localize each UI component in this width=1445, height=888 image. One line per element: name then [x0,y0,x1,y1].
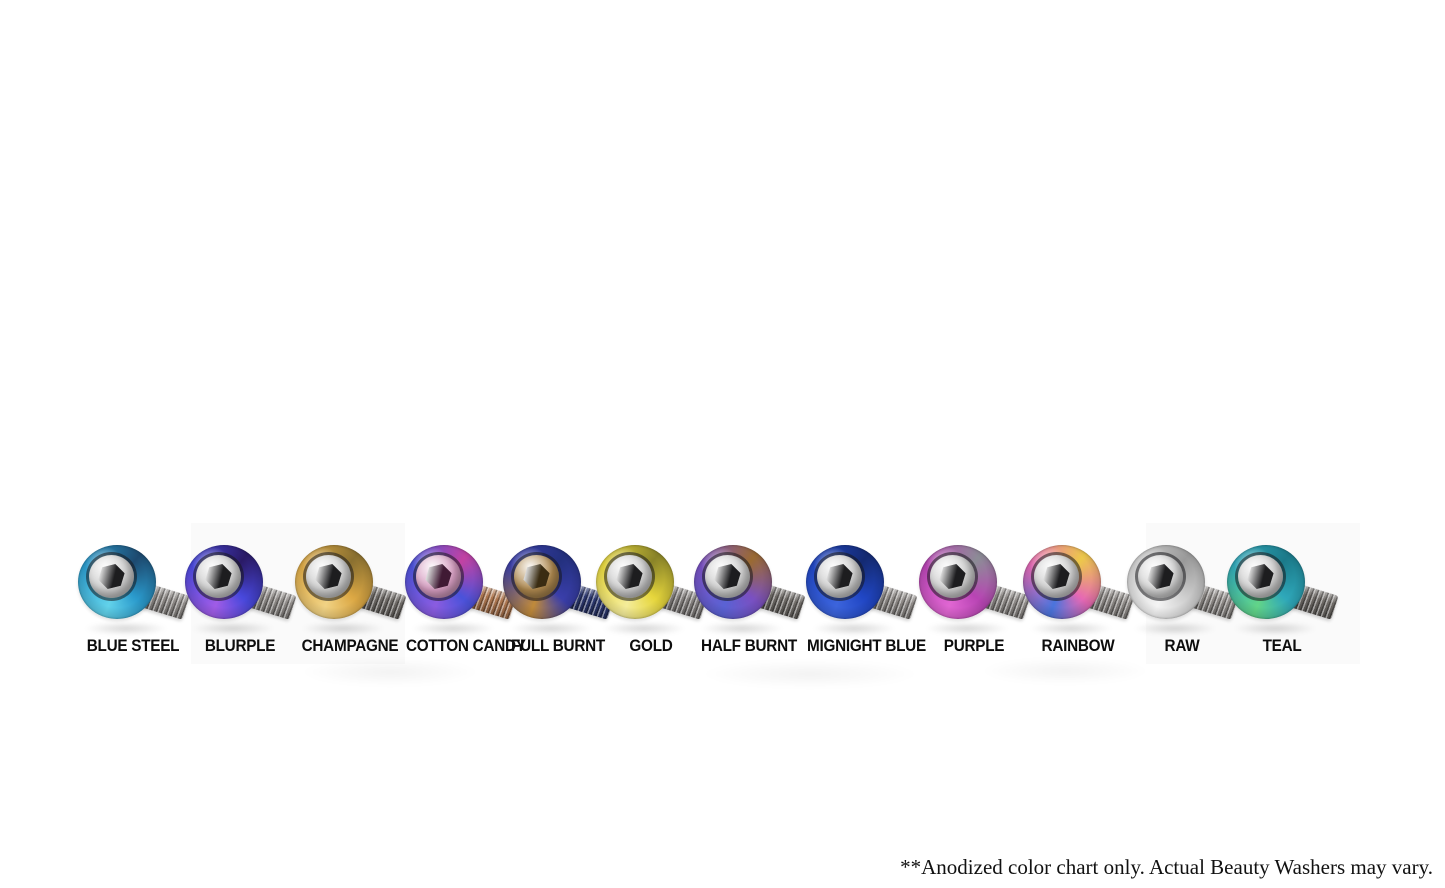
bolt-drop-shadow [813,622,895,635]
color-label: FULL BURNT [511,636,605,655]
bolt-anodized-head [806,545,884,619]
color-swatch: HALF BURNT [689,540,809,666]
bolt-socket-washer [1238,555,1283,598]
color-label: GOLD [629,636,673,655]
color-swatch: TEAL [1222,540,1342,666]
bolt-anodized-head [185,545,263,619]
color-swatch: BLUE STEEL [73,540,193,666]
hex-socket-icon [711,561,743,592]
bolt-photo [1122,540,1242,636]
bolt-anodized-head [596,545,674,619]
bolt-drop-shadow [510,622,592,635]
color-label: MIGNIGHT BLUE [807,636,926,655]
bolt-anodized-head [1023,545,1101,619]
hex-socket-icon [1144,561,1176,592]
bolt-anodized-head [78,545,156,619]
bolt-photo [914,540,1034,636]
bolt-photo [290,540,410,636]
bolt-drop-shadow [85,622,167,635]
bolt-socket-washer [705,555,750,598]
bolt-photo [400,540,520,636]
photo-shadow-wisp [300,658,480,686]
bolt-drop-shadow [701,622,783,635]
bolt-anodized-head [405,545,483,619]
bolt-socket-washer [1138,555,1183,598]
bolt-socket-washer [1034,555,1079,598]
bolt-photo [689,540,809,636]
bolt-anodized-head [919,545,997,619]
color-label: BLUE STEEL [86,636,180,655]
footnote-disclaimer: **Anodized color chart only. Actual Beau… [900,855,1433,879]
color-label: BLURPLE [204,636,276,655]
color-label: RAINBOW [1041,636,1115,655]
bolt-socket-washer [416,555,461,598]
hex-socket-icon [312,561,344,592]
color-label: COTTON CANDY [406,636,526,655]
color-swatch: BLURPLE [180,540,300,666]
hex-socket-icon [520,561,552,592]
color-swatch: GOLD [591,540,711,666]
color-swatch: RAW [1122,540,1242,666]
color-swatch: RAINBOW [1018,540,1138,666]
hex-socket-icon [1040,561,1072,592]
hex-socket-icon [1244,561,1276,592]
bolt-drop-shadow [1234,622,1316,635]
bolt-socket-washer [930,555,975,598]
bolt-anodized-head [694,545,772,619]
bolt-drop-shadow [1134,622,1216,635]
bolt-drop-shadow [302,622,384,635]
photo-shadow-wisp [700,660,920,688]
color-label: RAW [1164,636,1200,655]
bolt-photo [801,540,921,636]
photo-shadow-wisp [980,658,1150,684]
bolt-photo [73,540,193,636]
color-swatch: CHAMPAGNE [290,540,410,666]
bolt-drop-shadow [192,622,274,635]
bolt-socket-washer [817,555,862,598]
bolt-drop-shadow [1030,622,1112,635]
hex-socket-icon [95,561,127,592]
hex-socket-icon [422,561,454,592]
hex-socket-icon [823,561,855,592]
color-swatch: COTTON CANDY [400,540,526,666]
bolt-photo [591,540,711,636]
bolt-anodized-head [1227,545,1305,619]
color-swatch: MIGNIGHT BLUE [801,540,926,666]
bolt-photo [1018,540,1138,636]
color-swatch: PURPLE [914,540,1034,666]
bolt-drop-shadow [412,622,494,635]
bolt-photo [1222,540,1342,636]
color-label: PURPLE [943,636,1005,655]
bolt-photo [498,540,618,636]
bolt-photo [180,540,300,636]
bolt-anodized-head [1127,545,1205,619]
bolt-drop-shadow [603,622,685,635]
bolt-socket-washer [306,555,351,598]
bolt-anodized-head [295,545,373,619]
hex-socket-icon [613,561,645,592]
bolt-anodized-head [503,545,581,619]
hex-socket-icon [202,561,234,592]
color-label: TEAL [1262,636,1302,655]
color-swatch: FULL BURNT [498,540,618,666]
color-label: CHAMPAGNE [301,636,399,655]
bolt-drop-shadow [926,622,1008,635]
bolt-socket-washer [514,555,559,598]
bolt-socket-washer [607,555,652,598]
hex-socket-icon [936,561,968,592]
bolt-socket-washer [89,555,134,598]
color-label: HALF BURNT [701,636,797,655]
bolt-socket-washer [196,555,241,598]
